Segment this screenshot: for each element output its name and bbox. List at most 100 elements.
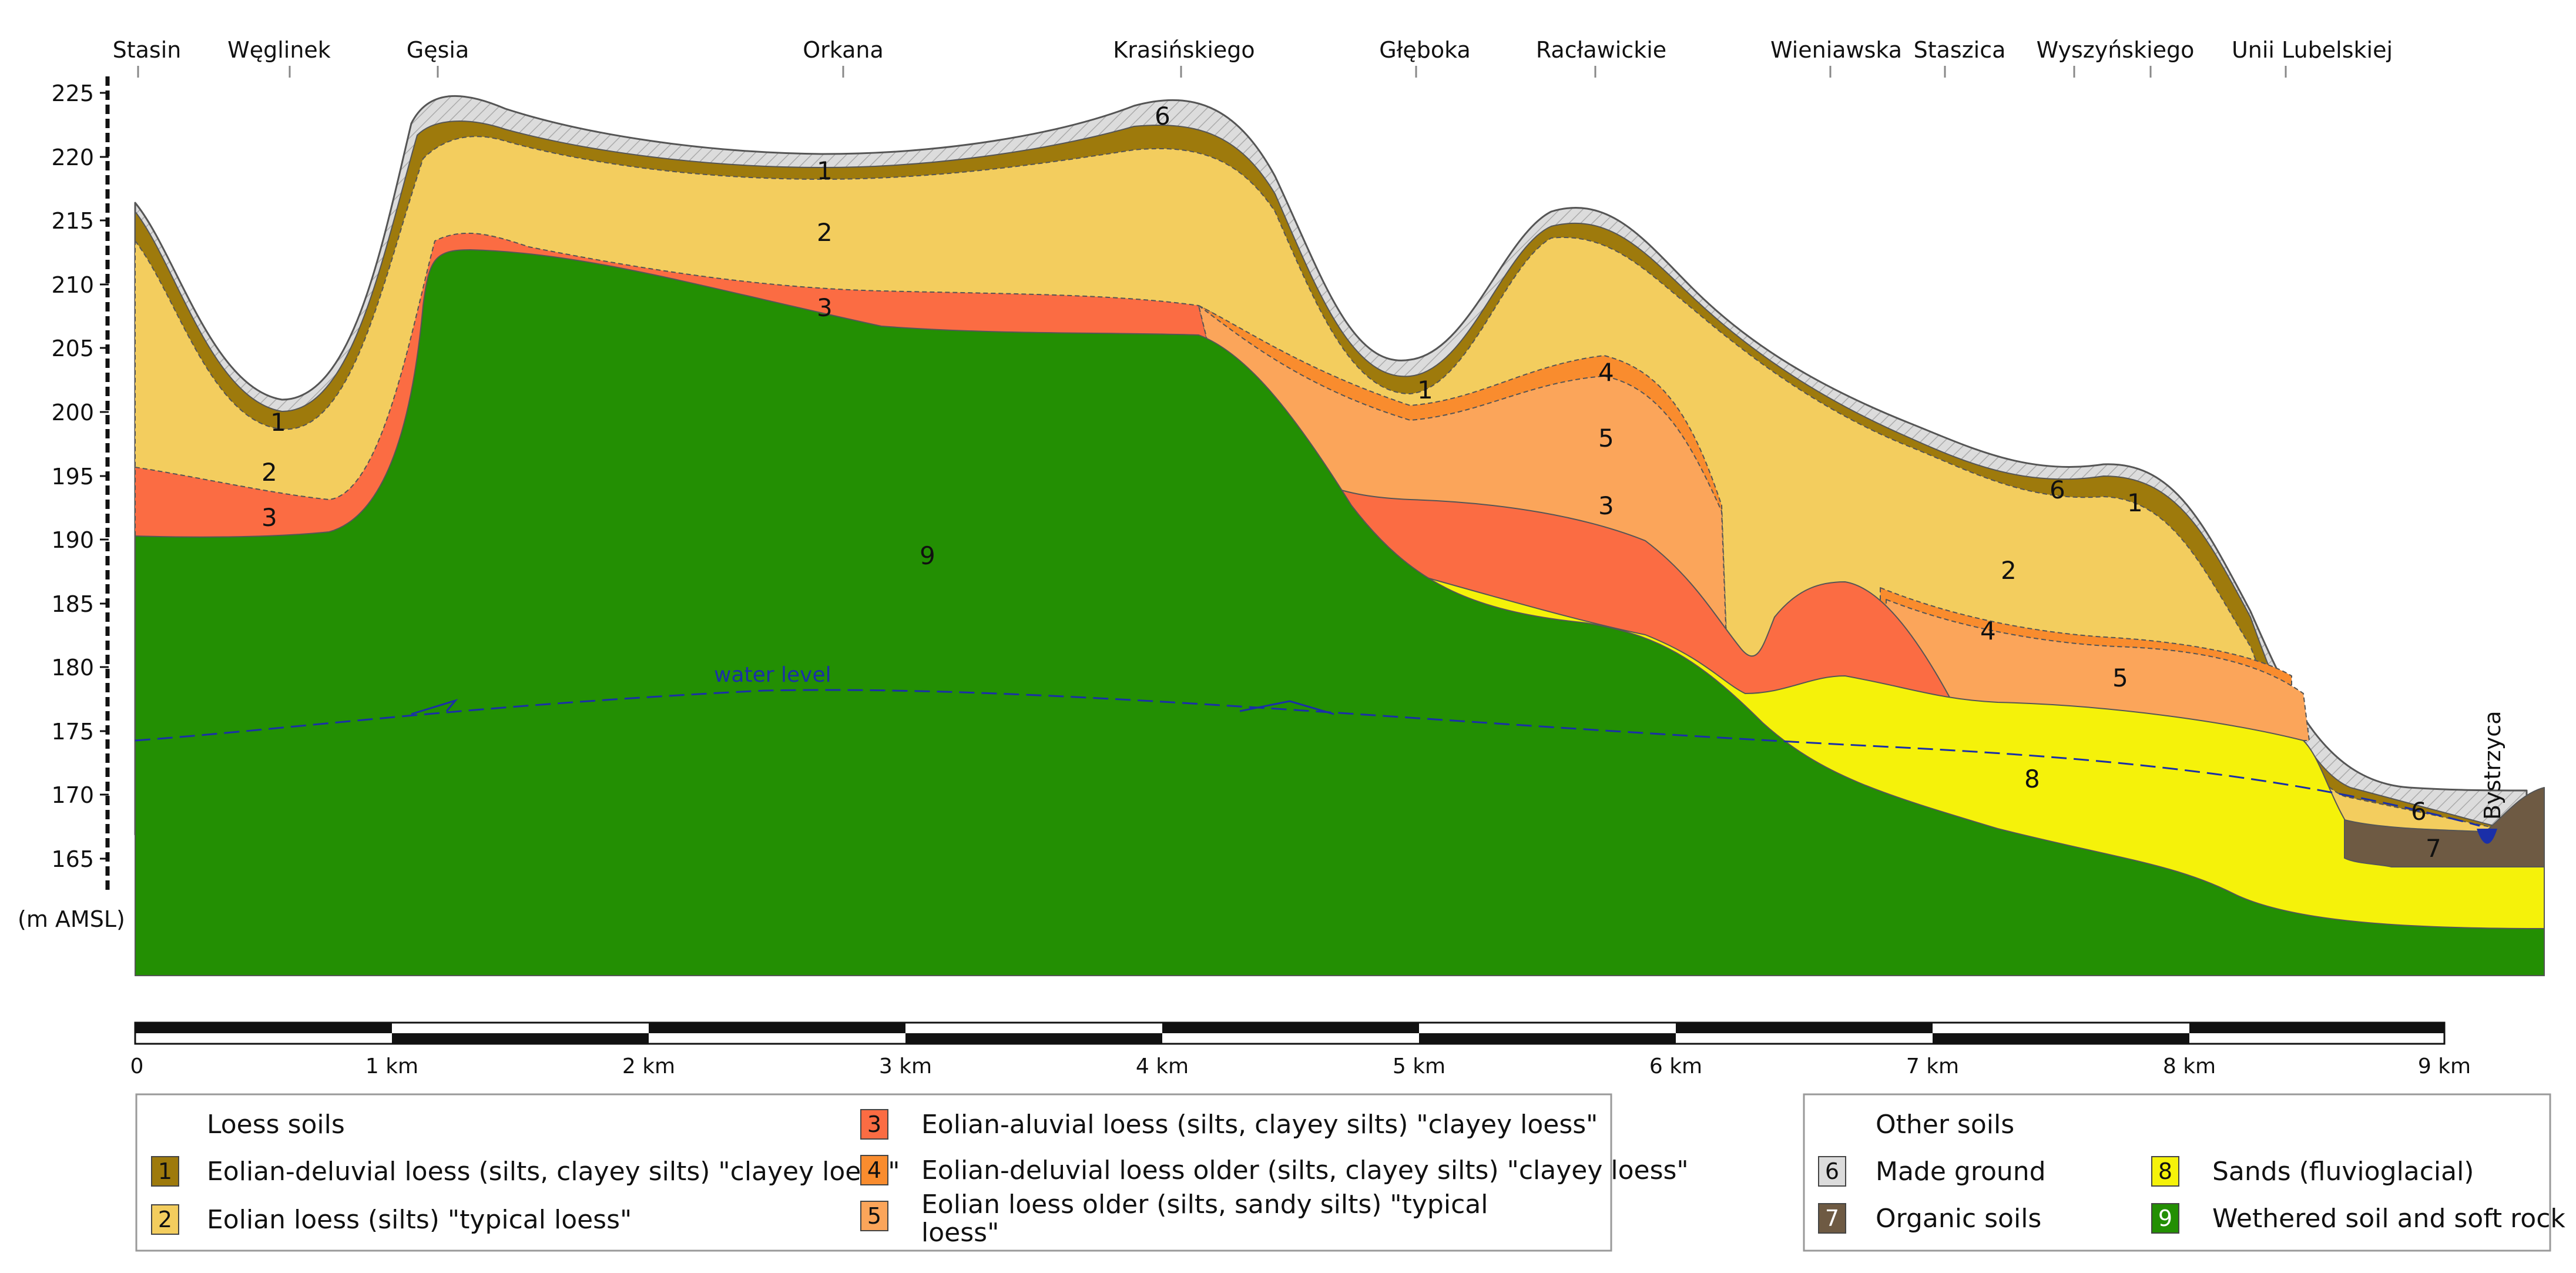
elevation-tick-label: 205 bbox=[51, 336, 94, 361]
water-level-label: water level bbox=[714, 663, 831, 687]
unit-number: 4 bbox=[1980, 617, 1996, 645]
scale-bar: 0 1 km 2 km 3 km 4 km 5 km 6 km 7 km 8 k… bbox=[130, 1021, 2471, 1078]
layer-bedrock bbox=[135, 249, 2545, 976]
street-label: Węglinek bbox=[227, 37, 331, 63]
legend-text: Eolian-deluvial loess older (silts, clay… bbox=[921, 1155, 1689, 1185]
legend-number: 4 bbox=[867, 1157, 881, 1183]
scale-label: 7 km bbox=[1906, 1054, 1959, 1078]
layer-organic bbox=[2344, 787, 2545, 867]
scale-label: 6 km bbox=[1649, 1054, 1702, 1078]
elevation-unit: (m AMSL) bbox=[18, 906, 125, 932]
legend-number: 9 bbox=[2158, 1205, 2172, 1231]
legend-text: loess" bbox=[921, 1218, 999, 1248]
river-water bbox=[2477, 829, 2497, 844]
elevation-tick-label: 165 bbox=[51, 846, 94, 872]
legend-title: Loess soils bbox=[207, 1110, 345, 1140]
street-ticks bbox=[137, 66, 2287, 78]
legend-number: 3 bbox=[867, 1111, 881, 1137]
elevation-tick-label: 215 bbox=[51, 208, 94, 234]
street-label: Orkana bbox=[803, 37, 884, 63]
unit-number: 3 bbox=[261, 503, 277, 532]
elevation-tick-label: 210 bbox=[51, 272, 94, 298]
street-label: Staszica bbox=[1914, 37, 2006, 63]
legend-number: 2 bbox=[158, 1207, 172, 1232]
unit-number: 2 bbox=[817, 218, 833, 247]
unit-number: 5 bbox=[1598, 424, 1614, 453]
legend-swatch bbox=[151, 1204, 179, 1235]
unit-number: 5 bbox=[2112, 664, 2128, 692]
legend-number: 1 bbox=[158, 1158, 172, 1184]
elevation-tick-label: 170 bbox=[51, 782, 94, 808]
legend-swatch bbox=[2151, 1203, 2179, 1234]
scale-label: 9 km bbox=[2418, 1054, 2471, 1078]
unit-number: 6 bbox=[1155, 102, 1170, 130]
elevation-tick-label: 180 bbox=[51, 655, 94, 681]
legend-text: Eolian-deluvial loess (silts, clayey sil… bbox=[207, 1157, 900, 1187]
elevation-tick-label: 220 bbox=[51, 145, 94, 170]
unit-number: 3 bbox=[817, 293, 833, 322]
elevation-tick-label: 190 bbox=[51, 527, 94, 553]
legend-swatch bbox=[1818, 1203, 1846, 1234]
strata bbox=[134, 95, 2545, 976]
elevation-tick-label: 175 bbox=[51, 719, 94, 745]
legend-text: Sands (fluvioglacial) bbox=[2212, 1157, 2474, 1187]
street-label: Gęsia bbox=[407, 37, 469, 63]
legend-swatch bbox=[860, 1109, 888, 1140]
street-label: Unii Lubelskiej bbox=[2232, 37, 2393, 63]
unit-number: 4 bbox=[1598, 358, 1614, 387]
scale-label: 3 km bbox=[879, 1054, 932, 1078]
scale-label: 4 km bbox=[1136, 1054, 1189, 1078]
street-labels: Stasin Węglinek Gęsia Orkana Krasińskieg… bbox=[113, 37, 2393, 63]
legend-swatch bbox=[860, 1155, 888, 1185]
legend-text: Made ground bbox=[1876, 1157, 2046, 1187]
elevation-tick-label: 195 bbox=[51, 464, 94, 490]
legend-swatch bbox=[860, 1201, 888, 1231]
river-label: Bystrzyca bbox=[2480, 711, 2505, 820]
street-label: Krasińskiego bbox=[1113, 37, 1255, 63]
legend-swatch bbox=[151, 1156, 179, 1187]
legend-number: 5 bbox=[867, 1203, 881, 1229]
unit-number: 1 bbox=[2127, 488, 2143, 517]
elevation-tick-label: 225 bbox=[51, 81, 94, 106]
unit-number: 9 bbox=[920, 541, 935, 570]
street-label: Racławickie bbox=[1536, 37, 1666, 63]
scale-label: 0 bbox=[130, 1054, 144, 1078]
scale-label: 1 km bbox=[365, 1054, 418, 1078]
legend-other: Other soils 6 Made ground 7 Organic soil… bbox=[1803, 1093, 2565, 1252]
unit-number: 8 bbox=[2024, 765, 2040, 793]
elevation-tick-label: 185 bbox=[51, 591, 94, 617]
legend-text: Eolian loess (silts) "typical loess" bbox=[207, 1205, 632, 1235]
street-label: Głęboka bbox=[1379, 37, 1471, 63]
street-label: Wieniawska bbox=[1770, 37, 1902, 63]
elevation-axis: 225 220 215 210 205 200 195 190 185 180 … bbox=[18, 76, 125, 932]
legend-text: Eolian loess older (silts, sandy silts) … bbox=[921, 1190, 1488, 1220]
unit-number: 6 bbox=[2050, 475, 2065, 504]
unit-number: 1 bbox=[817, 156, 833, 185]
unit-number: 1 bbox=[270, 408, 286, 437]
unit-number: 2 bbox=[2001, 556, 2017, 585]
legend-text: Wethered soil and soft rock bbox=[2212, 1204, 2565, 1234]
legend-text: Organic soils bbox=[1876, 1204, 2041, 1234]
legend-title: Other soils bbox=[1876, 1110, 2014, 1140]
legend-loess: Loess soils 1 Eolian-deluvial loess (sil… bbox=[135, 1093, 1689, 1252]
legend-number: 6 bbox=[1825, 1158, 1839, 1184]
scale-label: 2 km bbox=[622, 1054, 675, 1078]
unit-numbers: 1 2 3 1 2 3 6 9 1 4 5 3 6 1 2 4 5 8 6 7 bbox=[261, 102, 2441, 863]
legend-text: Eolian-aluvial loess (silts, clayey silt… bbox=[921, 1110, 1598, 1140]
unit-number: 7 bbox=[2426, 834, 2441, 863]
water-level-arrows bbox=[411, 699, 1334, 715]
legend-swatch bbox=[1818, 1156, 1846, 1187]
scale-label: 8 km bbox=[2163, 1054, 2216, 1078]
unit-number: 2 bbox=[261, 458, 277, 487]
unit-number: 6 bbox=[2411, 797, 2427, 826]
street-label: Stasin bbox=[113, 37, 182, 63]
street-label: Wyszyńskiego bbox=[2037, 37, 2195, 63]
unit-number: 1 bbox=[1417, 376, 1433, 404]
elevation-tick-label: 200 bbox=[51, 400, 94, 426]
unit-number: 3 bbox=[1598, 491, 1614, 520]
legend-swatch bbox=[2151, 1156, 2179, 1187]
legend-number: 7 bbox=[1825, 1205, 1839, 1231]
legend-number: 8 bbox=[2158, 1158, 2172, 1184]
scale-label: 5 km bbox=[1393, 1054, 1445, 1078]
